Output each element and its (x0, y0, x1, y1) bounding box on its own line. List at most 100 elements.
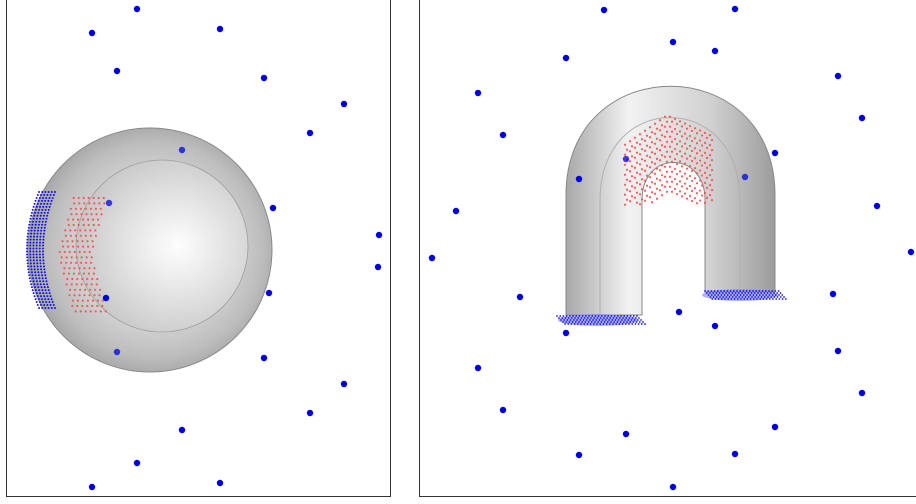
grid-point (773, 292, 775, 294)
fan-point (42, 301, 45, 304)
contact-point (640, 188, 644, 191)
contact-point (640, 178, 644, 181)
contact-point (79, 234, 82, 237)
contact-point (665, 120, 669, 123)
grid-point (576, 323, 579, 325)
grid-point (779, 296, 782, 298)
grid-point (595, 319, 598, 321)
contact-point (633, 176, 637, 179)
grid-point (586, 317, 589, 319)
contact-point (673, 177, 677, 181)
grid-point (725, 296, 728, 298)
contact-point (695, 182, 699, 185)
fan-point (50, 191, 53, 193)
grid-point (586, 323, 589, 325)
fan-point (32, 280, 35, 283)
contact-point (82, 196, 85, 200)
grid-point (575, 315, 578, 317)
contact-point (693, 157, 697, 160)
fan-point (49, 202, 52, 205)
contact-point (705, 186, 709, 189)
contact-point (72, 218, 75, 221)
contact-point (650, 201, 654, 204)
fan-point (40, 199, 43, 202)
contact-point (69, 207, 72, 210)
contact-point (693, 187, 697, 190)
contact-point (685, 197, 689, 200)
grid-point (747, 296, 750, 298)
fan-point (48, 301, 51, 304)
fan-point (35, 256, 38, 259)
contact-point (63, 250, 66, 254)
fan-point (34, 298, 37, 301)
contact-point (658, 129, 662, 132)
fan-point (30, 271, 33, 274)
grid-point (612, 317, 615, 319)
sample-point (374, 263, 382, 271)
grid-point (726, 290, 729, 292)
grid-point (763, 292, 766, 294)
grid-point (587, 321, 590, 323)
contact-point (635, 201, 639, 204)
fan-point (41, 289, 44, 292)
contact-point (680, 125, 684, 128)
fan-point (45, 217, 48, 220)
fan-point (40, 193, 43, 196)
fan-point (28, 274, 31, 277)
grid-point (743, 298, 746, 300)
contact-point (650, 171, 654, 174)
contact-point (670, 160, 674, 163)
contact-point (643, 129, 647, 132)
grid-point (590, 317, 592, 319)
contact-point (633, 196, 637, 199)
grid-point (622, 321, 625, 323)
grid-point (613, 321, 616, 323)
contact-point (85, 213, 88, 216)
contact-point (86, 277, 89, 281)
grid-point (633, 319, 636, 321)
contact-point (89, 288, 92, 291)
grid-point (729, 290, 732, 292)
contact-point (638, 153, 642, 156)
sample-point (340, 380, 348, 388)
sample-point (834, 347, 842, 355)
contact-point (665, 180, 669, 183)
contact-point (86, 240, 89, 243)
contact-point (628, 140, 632, 143)
contact-point (92, 245, 95, 248)
contact-point (708, 194, 712, 197)
fan-point (44, 289, 47, 292)
contact-point (653, 192, 657, 195)
fan-point (44, 208, 47, 211)
contact-point (638, 163, 642, 166)
fan-point (35, 220, 38, 223)
fan-point (30, 265, 33, 268)
fan-point (43, 271, 46, 274)
contact-point (625, 188, 629, 191)
grid-point (618, 317, 621, 319)
contact-point-cloud (623, 115, 714, 206)
contact-point (703, 171, 707, 174)
fan-point (42, 247, 45, 250)
sample-point (102, 294, 110, 302)
grid-point (733, 294, 736, 296)
fan-point (42, 250, 45, 253)
right-panel-utube (419, 0, 916, 497)
grid-point (626, 315, 629, 317)
grid-point (739, 294, 742, 296)
sample-point (474, 89, 482, 97)
sample-point (306, 129, 314, 137)
contact-point (643, 139, 647, 142)
contact-point (683, 192, 687, 195)
contact-point (87, 223, 90, 227)
contact-point (673, 147, 677, 151)
contact-point (94, 234, 97, 237)
fan-point (36, 202, 39, 205)
contact-point (658, 119, 662, 122)
sample-point (499, 406, 507, 414)
fan-point (28, 220, 31, 223)
contact-point (79, 288, 82, 291)
grid-point (602, 323, 605, 325)
sample-point (306, 409, 314, 417)
grid-point (763, 296, 766, 298)
